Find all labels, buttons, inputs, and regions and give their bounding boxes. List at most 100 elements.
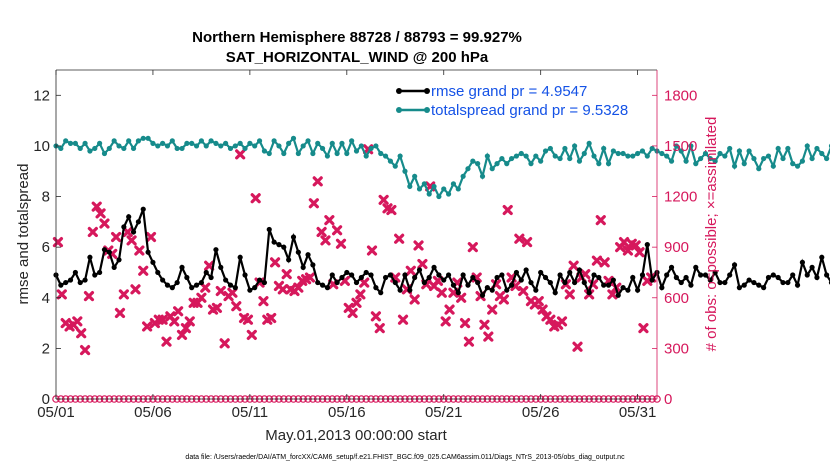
rmse-point bbox=[683, 274, 689, 281]
rmse-point bbox=[790, 272, 796, 278]
rmse-point bbox=[63, 279, 69, 286]
legend-totalspread-marker-left bbox=[396, 107, 402, 113]
rmse-point bbox=[572, 279, 578, 286]
totalspread-point bbox=[261, 148, 268, 154]
totalspread-point bbox=[164, 143, 171, 149]
totalspread-point bbox=[329, 140, 335, 146]
rmse-point bbox=[712, 269, 718, 276]
rmse-point bbox=[591, 272, 597, 278]
rmse-point bbox=[765, 274, 772, 281]
totalspread-point bbox=[455, 186, 461, 192]
rmse-point bbox=[416, 267, 423, 273]
rmse-point bbox=[349, 272, 355, 278]
obs-assimilated-point bbox=[378, 194, 389, 206]
rmse-point bbox=[315, 279, 321, 286]
rmse-point bbox=[523, 267, 529, 273]
totalspread-point bbox=[804, 143, 810, 149]
totalspread-point bbox=[363, 153, 369, 159]
obs-assimilated-point bbox=[114, 307, 126, 319]
totalspread-point bbox=[615, 150, 621, 157]
rmse-point bbox=[702, 272, 709, 278]
totalspread-point bbox=[465, 166, 471, 172]
rmse-point bbox=[533, 287, 539, 293]
totalspread-point bbox=[741, 161, 747, 167]
totalspread-point bbox=[576, 158, 583, 164]
totalspread-point bbox=[635, 150, 641, 157]
obs-assimilated-point bbox=[568, 260, 579, 271]
rmse-point bbox=[373, 285, 379, 291]
obs-assimilated-point bbox=[630, 240, 641, 251]
totalspread-point bbox=[824, 155, 830, 162]
rmse-point bbox=[358, 274, 364, 281]
totalspread-point bbox=[659, 150, 665, 157]
obs-assimilated-point bbox=[130, 284, 141, 295]
rmse-point bbox=[82, 277, 88, 283]
rmse-point bbox=[179, 264, 185, 270]
rmse-point bbox=[300, 264, 306, 270]
y2-axis-label: # of obs: o=possible; ×=assimilated bbox=[703, 117, 720, 352]
chart-title: Northern Hemisphere 88728 / 88793 = 99.9… bbox=[192, 29, 522, 46]
x-tick-label: 05/26 bbox=[522, 404, 560, 421]
totalspread-point bbox=[130, 145, 137, 152]
rmse-point bbox=[92, 272, 98, 278]
totalspread-point bbox=[402, 168, 408, 174]
obs-assimilated-point bbox=[564, 289, 575, 300]
obs-assimilated-point bbox=[316, 226, 327, 238]
rmse-point bbox=[193, 282, 200, 288]
obs-assimilated-point bbox=[91, 201, 102, 212]
totalspread-point bbox=[300, 143, 306, 149]
legend: rmse grand pr = 4.9547 totalspread grand… bbox=[396, 83, 649, 121]
rmse-point bbox=[363, 269, 369, 276]
totalspread-point bbox=[707, 155, 713, 162]
totalspread-point bbox=[174, 145, 180, 152]
totalspread-point bbox=[111, 138, 117, 144]
totalspread-point bbox=[712, 158, 718, 164]
rmse-point bbox=[615, 292, 621, 298]
totalspread-point bbox=[150, 140, 156, 146]
totalspread-point bbox=[198, 138, 205, 144]
totalspread-point bbox=[353, 148, 360, 154]
x-tick-label: 05/21 bbox=[425, 404, 463, 421]
rmse-point bbox=[247, 287, 253, 293]
totalspread-point bbox=[97, 140, 103, 146]
rmse-point bbox=[552, 290, 558, 296]
y2-tick-label: 0 bbox=[664, 391, 672, 408]
rmse-point bbox=[567, 269, 573, 276]
totalspread-point bbox=[688, 143, 694, 149]
rmse-point bbox=[804, 272, 810, 278]
rmse-point bbox=[659, 285, 665, 291]
rmse-point bbox=[392, 279, 398, 286]
totalspread-point bbox=[189, 140, 195, 146]
totalspread-point bbox=[349, 138, 355, 144]
totalspread-point bbox=[145, 135, 151, 141]
rmse-point bbox=[203, 269, 209, 276]
totalspread-point bbox=[276, 143, 282, 149]
obs-assimilated-point bbox=[157, 314, 168, 325]
rmse-point bbox=[538, 269, 544, 276]
totalspread-point bbox=[373, 143, 379, 149]
obs-assimilated-point bbox=[277, 284, 288, 295]
totalspread-point bbox=[567, 155, 573, 162]
totalspread-point bbox=[344, 150, 350, 157]
totalspread-point bbox=[358, 143, 364, 149]
totalspread-point bbox=[426, 191, 432, 197]
rmse-point bbox=[542, 274, 549, 281]
obs-assimilated-point bbox=[409, 294, 420, 305]
totalspread-point bbox=[639, 148, 646, 154]
totalspread-point bbox=[315, 140, 321, 146]
rmse-point bbox=[678, 279, 684, 286]
totalspread-point bbox=[67, 140, 74, 146]
obs-assimilated-point bbox=[634, 247, 645, 258]
obs-assimilated-point bbox=[196, 292, 207, 303]
rmse-point bbox=[809, 264, 815, 270]
rmse-point bbox=[97, 269, 103, 276]
totalspread-point bbox=[126, 138, 132, 144]
rmse-point bbox=[378, 290, 384, 296]
totalspread-point bbox=[179, 145, 185, 152]
obs-assimilated-point bbox=[145, 231, 157, 243]
rmse-point bbox=[455, 290, 461, 296]
obs-assimilated-point bbox=[479, 319, 490, 330]
obs-assimilated-point bbox=[432, 275, 444, 286]
rmse-point bbox=[72, 269, 78, 276]
totalspread-point bbox=[765, 153, 772, 159]
